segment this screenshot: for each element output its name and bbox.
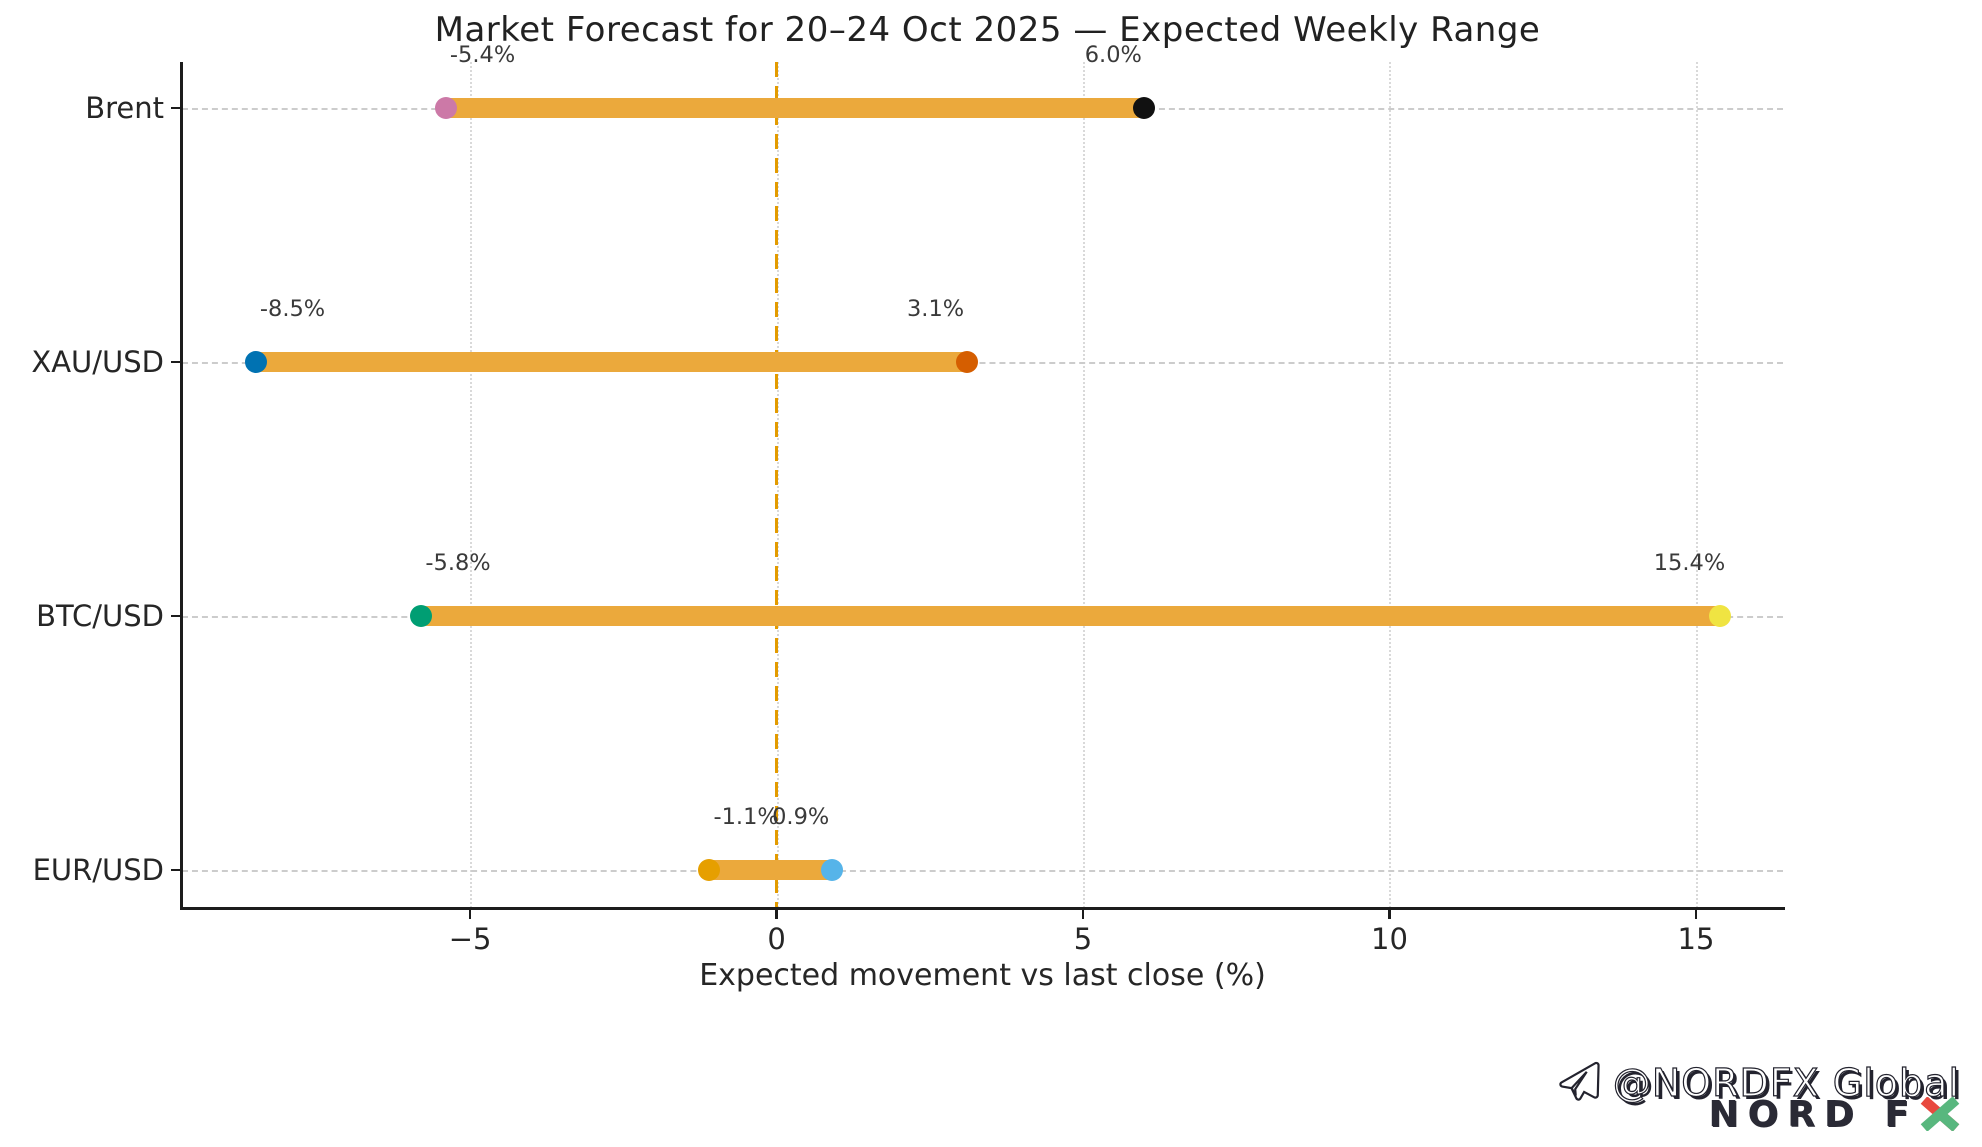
x-tick-label: 5: [1073, 922, 1093, 956]
x-gridline: [1083, 62, 1086, 908]
x-axis-spine: [180, 907, 1785, 910]
x-tick-label: −5: [448, 922, 492, 956]
y-axis-spine: [180, 62, 183, 910]
nordfx-logo-text: NORD F: [1708, 1094, 1918, 1135]
x-tick-mark: [775, 909, 778, 919]
y-category-label: BTC/USD: [36, 598, 164, 633]
y-category-label: XAU/USD: [31, 344, 164, 379]
range-bar-btc-usd: [411, 605, 1731, 626]
y-tick-mark: [171, 868, 181, 872]
watermark-handle-row: @NORDFX Global: [1555, 1060, 1960, 1106]
low-value-label: -1.1%: [713, 803, 779, 830]
high-endpoint-dot: [820, 858, 843, 881]
x-tick-label: 15: [1677, 922, 1715, 956]
telegram-plane-icon: [1559, 1061, 1600, 1101]
y-tick-mark: [171, 106, 181, 110]
x-tick-mark: [468, 909, 472, 919]
low-endpoint-dot: [410, 604, 433, 627]
plot-area: −5 0 5 10 15 Brent XAU/USD BTC/USD EUR/USD -5.4% 6…: [31, 42, 1785, 956]
nordfx-logo: NORD F: [1555, 1094, 1960, 1135]
x-tick-label: 0: [767, 922, 786, 956]
high-endpoint-dot: [1709, 604, 1732, 627]
low-value-label: -5.8%: [425, 549, 491, 576]
nordfx-logo-x-icon: [1920, 1096, 1960, 1131]
x-axis-label: Expected movement vs last close (%): [699, 958, 1266, 993]
watermark-handle: @NORDFX Global: [1612, 1060, 1960, 1105]
high-value-label: 15.4%: [1653, 549, 1726, 576]
y-category-label: Brent: [85, 91, 164, 126]
range-bar-eur-usd: [699, 859, 842, 880]
x-gridline: [470, 62, 473, 908]
high-endpoint-dot: [1133, 97, 1156, 120]
x-tick-mark: [1694, 909, 1698, 919]
chart-title: Market Forecast for 20–24 Oct 2025 — Exp…: [434, 10, 1541, 50]
x-gridline: [1695, 62, 1698, 908]
high-value-label: 0.9%: [772, 803, 830, 830]
low-endpoint-dot: [244, 350, 267, 373]
y-gridline: [182, 869, 1783, 872]
high-endpoint-dot: [955, 350, 978, 373]
x-tick-mark: [1388, 909, 1391, 919]
x-tick-label: 10: [1371, 922, 1408, 956]
high-value-label: 3.1%: [906, 295, 965, 322]
range-bar-brent: [435, 98, 1155, 119]
y-tick-mark: [171, 360, 181, 364]
x-tick-mark: [1081, 909, 1085, 919]
range-bar-xau-usd: [245, 351, 977, 372]
y-category-label: EUR/USD: [32, 852, 164, 887]
low-endpoint-dot: [434, 97, 457, 120]
low-value-label: -5.4%: [449, 42, 516, 69]
high-value-label: 6.0%: [1084, 42, 1142, 69]
low-endpoint-dot: [698, 858, 721, 881]
x-gridline: [1389, 62, 1392, 908]
y-gridline: [182, 361, 1783, 364]
low-value-label: -8.5%: [259, 295, 326, 322]
y-tick-mark: [171, 614, 181, 618]
zero-reference-line: [775, 62, 779, 908]
watermark: @NORDFX Global NORD F: [1555, 1060, 1960, 1135]
